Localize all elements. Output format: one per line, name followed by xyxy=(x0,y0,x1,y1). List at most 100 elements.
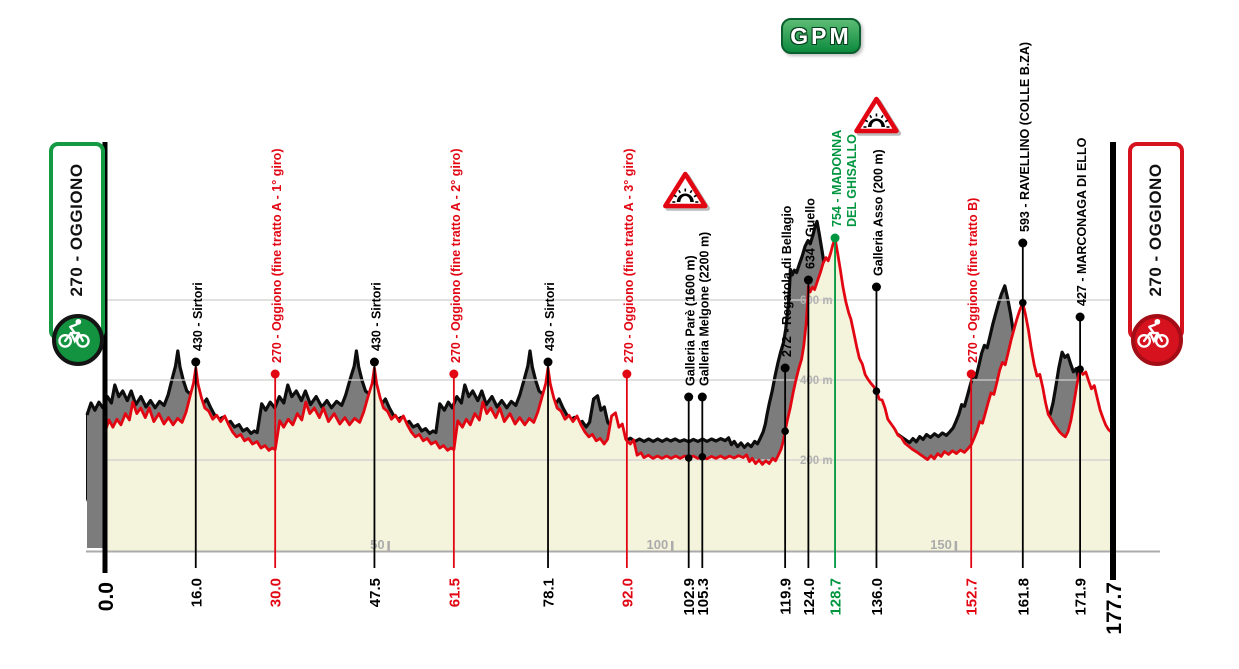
route-marker: 272 - Regatola di Bellagio xyxy=(780,205,794,568)
tunnel-glyph-hatch xyxy=(880,114,884,119)
finish-cyclist-badge xyxy=(1131,314,1183,366)
elevation-gridline-label: 400 m xyxy=(800,375,833,387)
route-marker: 754 - MADONNADEL GHISALLO xyxy=(830,130,859,568)
route-marker: Galleria Asso (200 m) xyxy=(871,149,885,568)
tunnel-glyph-hatch xyxy=(869,114,873,119)
route-marker-label: 430 - Sirtori xyxy=(543,282,557,351)
route-marker-label: 270 - Oggiono (fine tratto A - 2° giro) xyxy=(449,149,463,363)
distance-tick-label: 61.5 xyxy=(446,578,463,607)
distance-tick-label: 78.1 xyxy=(541,578,558,607)
gpm-badge: GPM xyxy=(781,18,861,54)
route-marker: 270 - Oggiono (fine tratto A - 2° giro) xyxy=(449,149,463,568)
route-marker-label: 593 - RAVELLINO (COLLE B.ZA) xyxy=(1018,42,1032,232)
route-marker-dot xyxy=(871,282,881,292)
shadow-profile-outline xyxy=(85,219,1096,449)
route-marker-label: 270 - Oggiono (fine tratto B) xyxy=(966,198,980,363)
start-location-box: 270 - OGGIONO xyxy=(49,142,105,340)
tunnel-glyph-hatch xyxy=(678,189,681,194)
route-marker-label: 430 - Sirtori xyxy=(191,282,205,351)
distance-tick-label: 136.0 xyxy=(869,578,886,616)
route-marker-dot xyxy=(803,275,813,285)
tunnel-glyph-hatch xyxy=(693,194,697,198)
distance-tick-label: 102.9 xyxy=(681,578,698,616)
distance-tick-label: 47.5 xyxy=(367,578,384,607)
distance-tick-label: 152.7 xyxy=(964,578,981,616)
route-marker: 270 - Oggiono (fine tratto A - 3° giro) xyxy=(622,149,636,568)
km-gridline-label: 150 xyxy=(930,537,952,552)
route-marker-dot xyxy=(780,363,790,373)
route-marker-label: 427 - MARCONAGA DI ELLO xyxy=(1075,137,1089,306)
cyclist-icon xyxy=(58,318,90,348)
route-marker-label: 270 - Oggiono (fine tratto A - 3° giro) xyxy=(622,149,636,363)
route-marker-profile-dot xyxy=(698,453,707,461)
route-marker-dot xyxy=(966,369,976,379)
distance-tick-label: 119.9 xyxy=(778,578,795,615)
cyclist-icon xyxy=(1137,318,1169,348)
start-cyclist-badge xyxy=(52,314,104,366)
tunnel-glyph-hatch xyxy=(864,119,869,123)
route-marker-dot xyxy=(684,392,694,402)
route-marker: Galleria Melgone (2200 m) xyxy=(697,232,711,568)
route-marker-dot xyxy=(1018,238,1028,248)
route-marker-label: 270 - Oggiono (fine tratto A - 1° giro) xyxy=(270,149,284,363)
tunnel-glyph xyxy=(676,193,694,202)
route-marker-label: 272 - Regatola di Bellagio xyxy=(780,205,794,357)
route-marker-dot xyxy=(369,357,379,367)
route-marker-dot xyxy=(830,233,840,243)
distance-tick-label: 128.7 xyxy=(828,578,845,616)
route-marker: 430 - Sirtori xyxy=(191,282,205,568)
route-marker: 430 - Sirtori xyxy=(369,282,383,568)
elevation-profile-line xyxy=(103,236,1115,466)
distance-tick-label: 92.0 xyxy=(619,578,636,607)
route-marker-profile-dot xyxy=(1019,299,1027,307)
distance-tick-label: 30.0 xyxy=(268,578,285,607)
finish-line-bar xyxy=(1110,142,1116,580)
elevation-gridline-label: 600 m xyxy=(800,295,833,307)
route-marker-label: 430 - Sirtori xyxy=(369,282,383,351)
route-marker-profile-dot xyxy=(684,454,693,462)
route-marker: 270 - Oggiono (fine tratto B) xyxy=(966,198,980,568)
route-marker-dot xyxy=(697,392,707,402)
distance-tick-label: 0.0 xyxy=(95,582,118,611)
route-marker-dot xyxy=(270,369,280,379)
route-marker-dot xyxy=(543,357,553,367)
route-marker-dot xyxy=(1075,312,1085,322)
route-marker-profile-dot xyxy=(1076,365,1084,374)
tunnel-warning-icon xyxy=(663,171,711,211)
route-marker: 634 - Guello xyxy=(803,198,817,568)
route-marker-dot xyxy=(191,357,201,367)
route-marker-label: Galleria Melgone (2200 m) xyxy=(697,232,711,386)
route-marker-label: Galleria Parè (1600 m) xyxy=(684,255,698,386)
tunnel-warning-icon xyxy=(854,96,902,136)
km-gridline-label: 50 xyxy=(370,537,384,552)
tunnel-glyph-hatch xyxy=(689,189,693,194)
route-marker-profile-dot xyxy=(872,387,881,396)
gpm-badge-label: GPM xyxy=(790,22,852,49)
start-location-label: 270 - OGGIONO xyxy=(67,163,86,297)
km-gridline-label: 100 xyxy=(647,537,669,552)
finish-location-label: 270 - OGGIONO xyxy=(1146,163,1165,297)
profile-area-fill xyxy=(105,238,1113,552)
route-marker-label: 634 - Guello xyxy=(803,198,817,269)
elevation-gridline-label: 200 m xyxy=(800,455,833,467)
tunnel-glyph-hatch xyxy=(884,119,889,123)
distance-tick-label: 124.0 xyxy=(801,578,818,616)
route-marker-dot xyxy=(622,369,632,379)
route-marker: Galleria Parè (1600 m) xyxy=(684,255,698,568)
tunnel-glyph-hatch xyxy=(673,194,678,198)
route-marker-label: Galleria Asso (200 m) xyxy=(871,149,885,276)
route-marker-dot xyxy=(449,369,459,379)
distance-tick-label: 171.9 xyxy=(1073,578,1090,616)
distance-tick-label: 16.0 xyxy=(188,578,205,607)
tunnel-glyph xyxy=(867,118,885,127)
route-marker: 430 - Sirtori xyxy=(543,282,557,568)
distance-tick-label: 177.7 xyxy=(1103,582,1126,635)
start-line-bar xyxy=(102,142,108,573)
route-marker: 270 - Oggiono (fine tratto A - 1° giro) xyxy=(270,149,284,568)
route-marker-profile-dot xyxy=(781,427,789,436)
route-marker-label: 754 - MADONNADEL GHISALLO xyxy=(830,130,859,227)
route-marker: 593 - RAVELLINO (COLLE B.ZA) xyxy=(1018,42,1032,568)
route-marker: 427 - MARCONAGA DI ELLO xyxy=(1075,137,1089,568)
